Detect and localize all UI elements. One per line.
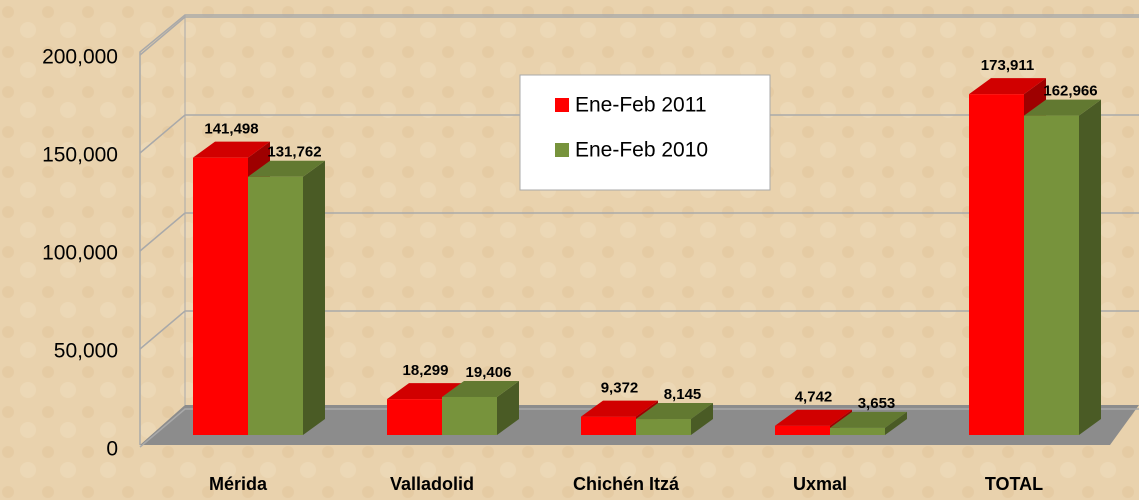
bar: [387, 399, 442, 435]
bar-top: [830, 411, 907, 428]
data-label: 3,653: [858, 395, 896, 412]
legend-swatch: [555, 98, 569, 112]
x-tick-label: TOTAL: [985, 474, 1043, 494]
data-label: 8,145: [664, 386, 702, 403]
bar: [1024, 115, 1079, 435]
bar: [969, 94, 1024, 436]
bar-top: [775, 409, 852, 426]
y-tick-label: 100,000: [42, 242, 118, 265]
legend-swatch: [555, 143, 569, 157]
y-tick-label: 0: [106, 438, 118, 461]
bar-top: [248, 160, 325, 177]
grid-line: [139, 408, 1139, 448]
bar-top: [581, 400, 658, 417]
data-label: 19,406: [466, 364, 512, 381]
bar: [636, 419, 691, 435]
bar-side: [691, 403, 713, 435]
bar-top: [969, 78, 1046, 95]
bar-side: [885, 411, 907, 435]
bar-side: [1079, 99, 1101, 435]
grid-line: [139, 212, 1139, 252]
y-tick-label: 50,000: [54, 340, 118, 363]
bar: [442, 396, 497, 435]
data-label: 18,299: [403, 362, 449, 379]
data-label: 9,372: [601, 380, 639, 397]
bar: [775, 425, 830, 435]
x-tick-label: Uxmal: [793, 474, 847, 494]
x-tick-label: Valladolid: [390, 474, 474, 494]
bar: [248, 176, 303, 436]
legend-label: Ene-Feb 2011: [575, 94, 707, 117]
bar: [581, 416, 636, 435]
bar-top: [193, 141, 270, 158]
legend-label: Ene-Feb 2010: [575, 139, 708, 162]
data-label: 162,966: [1043, 83, 1097, 100]
bar-side: [497, 380, 519, 435]
data-label: 173,911: [981, 57, 1034, 74]
y-tick-label: 150,000: [42, 144, 118, 167]
x-tick-label: Mérida: [209, 474, 268, 494]
data-label: 4,742: [795, 389, 833, 406]
legend-box: [519, 74, 771, 191]
bar: [830, 427, 885, 435]
y-tick-label: 200,000: [42, 46, 118, 69]
bar-top: [1024, 99, 1101, 116]
grid-line: [139, 114, 1139, 154]
bar: [193, 157, 248, 435]
bar-side: [303, 160, 325, 436]
legend: Ene-Feb 2011 Ene-Feb 2010: [519, 74, 771, 191]
bar-top: [636, 403, 713, 420]
back-wall: [139, 14, 1139, 445]
bar-top: [442, 380, 519, 397]
grid-line: [139, 310, 1139, 350]
data-label: 141,498: [204, 121, 258, 138]
x-tick-label: Chichén Itzá: [573, 474, 680, 494]
data-label: 131,762: [267, 144, 321, 161]
grid-line: [139, 16, 1139, 56]
